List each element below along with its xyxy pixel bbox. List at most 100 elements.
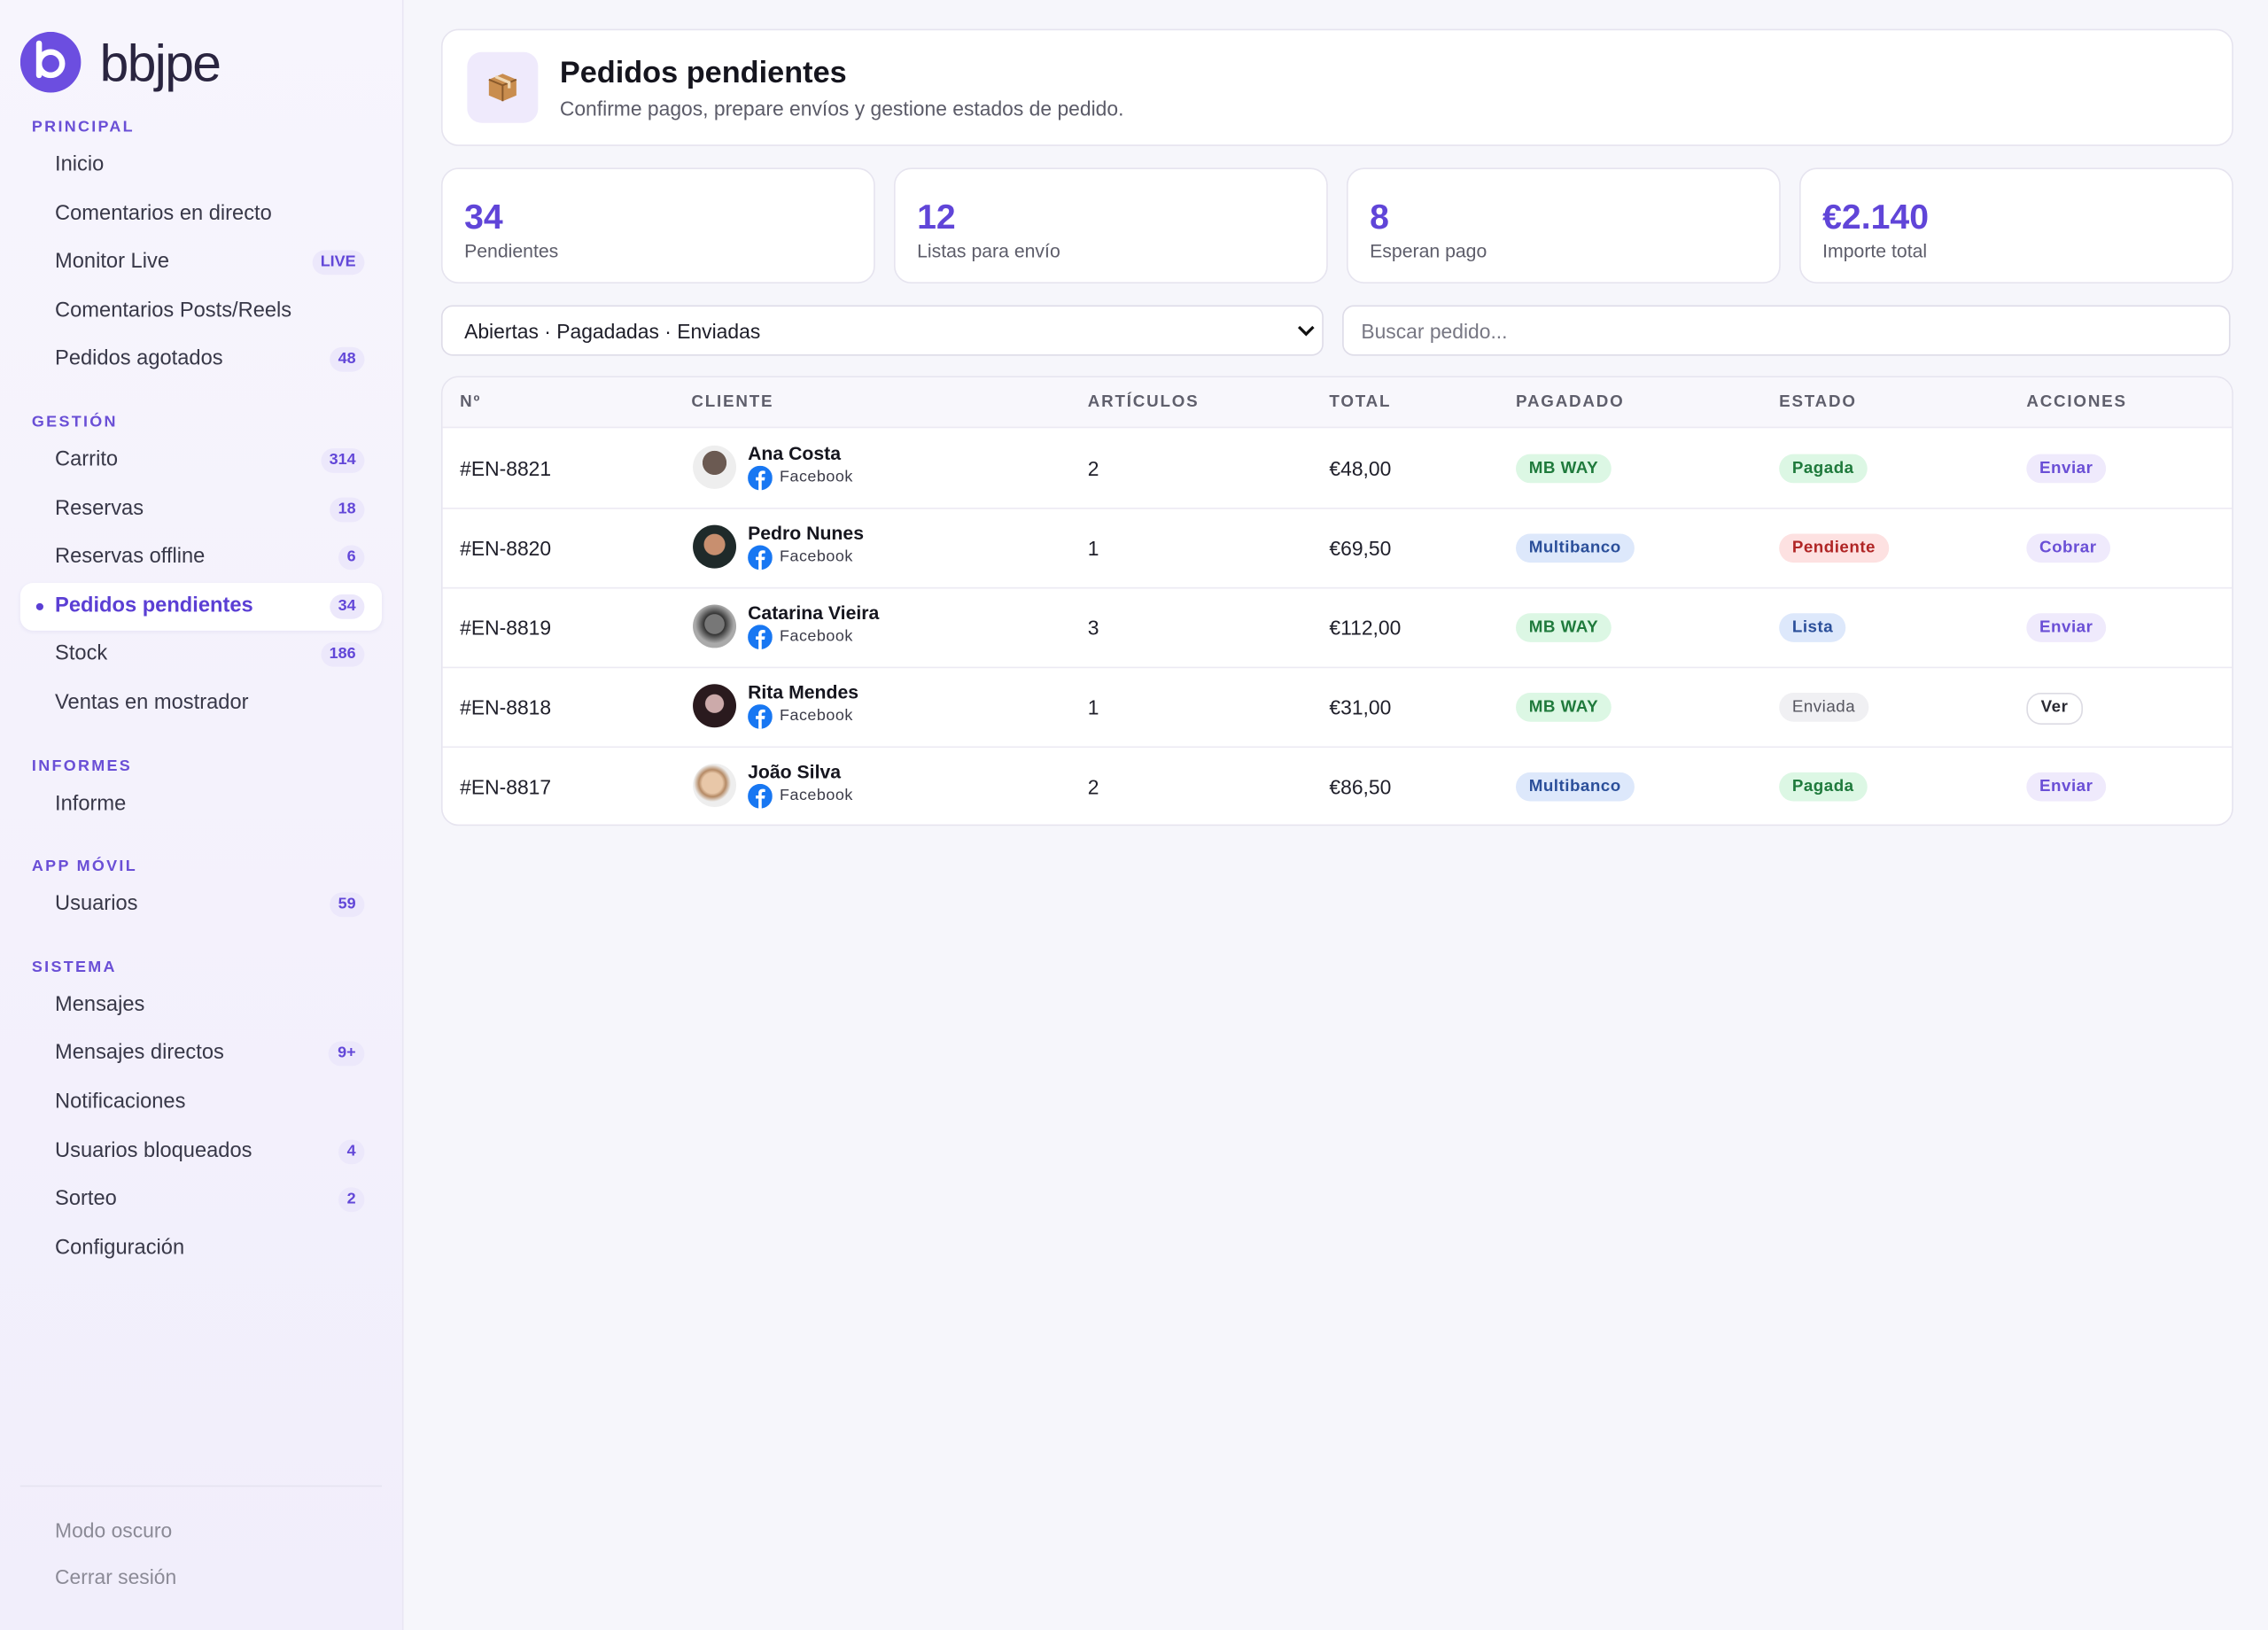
nav-item[interactable]: Stock 186 xyxy=(20,631,382,679)
section-title: APP MÓVIL xyxy=(31,858,137,875)
sidebar-footer: Modo oscuro Cerrar sesión xyxy=(19,1485,383,1600)
payment-badge: MB WAY xyxy=(1516,693,1612,722)
status-filter[interactable]: Abiertas · Pagadadas · Enviadas xyxy=(440,305,1324,356)
section-title: INFORMES xyxy=(31,757,133,775)
order-total: €69,50 xyxy=(1329,536,1392,560)
nav-label: Mensajes directos xyxy=(55,1042,224,1066)
facebook-icon xyxy=(748,465,773,491)
action-button[interactable]: Cobrar xyxy=(2026,533,2110,563)
customer-name: Pedro Nunes xyxy=(748,522,864,544)
nav-item[interactable]: Usuarios bloqueados 4 xyxy=(20,1128,382,1176)
stat-card: €2.140 Importe total xyxy=(1799,167,2233,283)
action-button[interactable]: Ver xyxy=(2026,693,2083,725)
customer-source: Facebook xyxy=(779,707,853,725)
nav-item[interactable]: Mensajes directos 9+ xyxy=(20,1030,382,1079)
avatar xyxy=(693,764,737,808)
order-id: #EN-8821 xyxy=(460,456,552,481)
nav-item[interactable]: Ventas en mostrador xyxy=(20,679,382,728)
section-title: GESTIÓN xyxy=(31,413,118,431)
facebook-icon xyxy=(748,625,773,650)
avatar xyxy=(693,445,737,489)
nav-label: Usuarios bloqueados xyxy=(55,1138,252,1162)
nav-item[interactable]: Carrito 314 xyxy=(20,437,382,485)
search-placeholder: Buscar pedido... xyxy=(1361,319,1508,343)
order-total: €48,00 xyxy=(1329,456,1392,481)
nav-label: Sorteo xyxy=(55,1187,117,1211)
order-id: #EN-8817 xyxy=(460,775,552,799)
order-total: €86,50 xyxy=(1329,775,1392,799)
item-count: 1 xyxy=(1087,695,1099,719)
customer-source: Facebook xyxy=(779,627,853,646)
brand: bbjpe xyxy=(99,33,221,93)
nav-item[interactable]: Usuarios 59 xyxy=(20,881,382,929)
payment-badge: MB WAY xyxy=(1516,454,1612,484)
nav-badge: 6 xyxy=(338,545,365,570)
nav-item[interactable]: Notificaciones xyxy=(20,1079,382,1128)
payment-badge: Multibanco xyxy=(1516,772,1635,802)
stat-value: 8 xyxy=(1370,198,1389,237)
footer-link[interactable]: Cerrar sesión xyxy=(55,1564,177,1588)
nav-item[interactable]: Configuración xyxy=(20,1224,382,1273)
orders-table: Nº CLIENTE ARTÍCULOS TOTAL PAGADADO ESTADO ACC… xyxy=(440,376,2233,827)
stat-value: €2.140 xyxy=(1822,198,1929,237)
nav-item[interactable]: Pedidos pendientes 34 xyxy=(19,582,383,632)
section-title: SISTEMA xyxy=(31,958,117,976)
nav-item[interactable]: Reservas 18 xyxy=(20,485,382,534)
customer-source: Facebook xyxy=(779,468,853,486)
header-card: Pedidos pendientes Confirme pagos, prepa… xyxy=(440,28,2233,146)
nav-badge: 59 xyxy=(329,892,365,918)
nav-label: Usuarios xyxy=(55,892,138,916)
action-button[interactable]: Enviar xyxy=(2026,772,2107,802)
column-header: TOTAL xyxy=(1329,393,1392,411)
order-id: #EN-8819 xyxy=(460,616,552,640)
nav-label: Reservas xyxy=(55,496,144,521)
order-id: #EN-8818 xyxy=(460,695,552,719)
nav: PRINCIPAL Inicio Comentarios en directo Mon… xyxy=(19,116,383,1274)
search-input[interactable]: Buscar pedido... xyxy=(1342,305,2231,356)
column-header: PAGADADO xyxy=(1516,393,1625,411)
nav-label: Monitor Live xyxy=(55,250,169,274)
nav-item[interactable]: Comentarios en directo xyxy=(20,190,382,239)
item-count: 2 xyxy=(1087,456,1099,481)
table-row: #EN-8817 João Silva Facebook 2 €86,50 Multiba… xyxy=(443,746,2233,824)
nav-label: Carrito xyxy=(55,448,119,472)
avatar xyxy=(693,524,737,569)
order-total: €112,00 xyxy=(1329,616,1402,640)
nav-label: Mensajes xyxy=(55,993,145,1017)
nav-badge: 314 xyxy=(320,448,365,473)
nav-item[interactable]: Informe xyxy=(20,780,382,829)
column-header: ARTÍCULOS xyxy=(1087,393,1200,411)
customer-name: João Silva xyxy=(748,760,842,783)
status-badge: Enviada xyxy=(1779,693,1868,722)
customer-name: Ana Costa xyxy=(748,442,842,465)
stat-label: Pendientes xyxy=(464,240,559,262)
nav-badge: LIVE xyxy=(311,250,365,276)
nav-badge: 186 xyxy=(320,642,365,668)
action-button[interactable]: Enviar xyxy=(2026,454,2107,484)
table-row: #EN-8818 Rita Mendes Facebook 1 €31,00 MB WAY… xyxy=(442,667,2233,749)
nav-item[interactable]: Inicio xyxy=(20,142,382,190)
column-header: ACCIONES xyxy=(2026,393,2127,411)
nav-badge: 2 xyxy=(338,1187,365,1213)
nav-label: Ventas en mostrador xyxy=(55,691,249,715)
status-badge: Pagada xyxy=(1779,454,1868,484)
header-icon xyxy=(467,51,539,123)
nav-item[interactable]: Reservas offline 6 xyxy=(20,534,382,583)
status-badge: Lista xyxy=(1779,613,1846,642)
nav-item[interactable]: Sorteo 2 xyxy=(20,1176,382,1225)
nav-item[interactable]: Comentarios Posts/Reels xyxy=(20,288,382,337)
stat-card: 34 Pendientes xyxy=(440,167,875,283)
stat-label: Listas para envío xyxy=(917,240,1060,262)
nav-badge: 4 xyxy=(338,1138,365,1164)
page-subtitle: Confirme pagos, prepare envíos y gestion… xyxy=(559,97,1124,120)
payment-badge: MB WAY xyxy=(1516,613,1612,642)
action-button[interactable]: Enviar xyxy=(2026,613,2107,642)
facebook-icon xyxy=(748,704,773,729)
footer-link[interactable]: Modo oscuro xyxy=(55,1518,173,1542)
logo xyxy=(19,31,82,93)
item-count: 3 xyxy=(1087,616,1099,640)
nav-item[interactable]: Mensajes xyxy=(20,982,382,1030)
nav-item[interactable]: Monitor Live LIVE xyxy=(20,239,382,288)
nav-item[interactable]: Pedidos agotados 48 xyxy=(20,336,382,384)
